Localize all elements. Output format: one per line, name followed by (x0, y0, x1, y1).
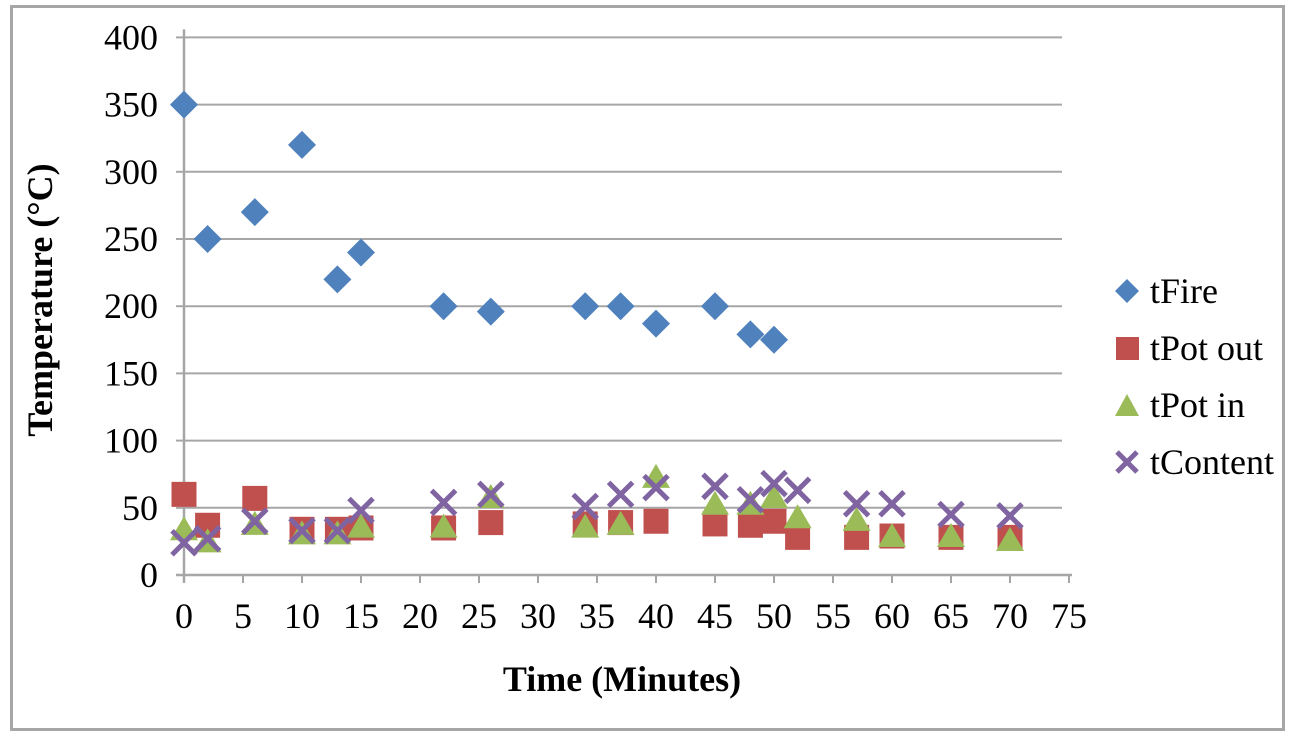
data-point-tpot-out (242, 485, 268, 511)
x-tick-label: 15 (343, 596, 379, 636)
data-point-tcontent (571, 492, 599, 521)
data-point-tcontent (477, 480, 505, 509)
data-point-tfire (288, 130, 316, 159)
data-point-tcontent (878, 490, 906, 518)
data-point-tpot-in (701, 490, 729, 515)
data-point-tpot-in (606, 510, 635, 535)
triangle-marker-icon (1115, 394, 1139, 416)
y-tick-label: 150 (104, 353, 158, 393)
legend-item-tfire: tFire (1112, 270, 1274, 312)
data-point-tpot-out (737, 512, 763, 538)
x-tick-label: 60 (874, 596, 910, 636)
data-point-tpot-in (878, 523, 906, 548)
data-point-tpot-out (785, 524, 811, 550)
data-point-tcontent (996, 502, 1024, 530)
data-point-tcontent (642, 473, 670, 502)
x-tick-label: 50 (756, 596, 792, 636)
x-tick-label: 45 (697, 596, 733, 636)
square-marker-icon (1116, 337, 1139, 360)
x-tick-label: 55 (815, 596, 851, 636)
data-point-tpot-in (347, 513, 375, 538)
data-point-tcontent (193, 524, 222, 553)
data-point-tfire (701, 292, 729, 321)
x-tick-label: 75 (1051, 596, 1087, 636)
legend-item-tcontent: tContent (1112, 441, 1274, 483)
legend-label-tfire: tFire (1150, 271, 1218, 311)
data-point-tcontent (429, 488, 458, 517)
x-tick-label: 10 (284, 596, 320, 636)
data-point-tpot-out (761, 508, 787, 534)
data-point-tpot-in (783, 504, 812, 529)
data-point-tpot-in (760, 484, 788, 509)
chart-frame (10, 5, 1285, 731)
data-point-tfire (170, 90, 198, 119)
data-point-tcontent (288, 516, 316, 545)
legend-label-tpot-in: tPot in (1150, 385, 1246, 425)
y-tick-label: 350 (104, 85, 158, 125)
data-point-tpot-out (171, 481, 197, 507)
data-point-tpot-in (429, 513, 458, 538)
data-point-tcontent (241, 507, 269, 536)
data-point-tfire (760, 325, 788, 354)
data-point-tfire (642, 309, 670, 338)
data-point-tfire (347, 238, 375, 267)
chart-legend: tFire tPot out tPot in tContent (1112, 270, 1274, 483)
x-tick-label: 0 (175, 596, 193, 636)
y-axis-title: Temperature (°C) (20, 163, 60, 437)
y-tick-label: 200 (104, 286, 158, 326)
x-tick-label: 40 (638, 596, 674, 636)
x-tick-label: 5 (234, 596, 252, 636)
legend-label-tpot-out: tPot out (1150, 328, 1264, 368)
data-point-tfire (323, 265, 352, 294)
data-point-tcontent (783, 476, 812, 505)
y-tick-label: 300 (104, 152, 158, 192)
data-point-tfire (736, 320, 765, 349)
data-point-tcontent (736, 485, 765, 514)
data-point-tfire (476, 297, 505, 326)
data-point-tpot-in (937, 523, 965, 548)
y-tick-label: 100 (104, 421, 158, 461)
x-tick-label: 20 (402, 596, 438, 636)
x-tick-label: 30 (520, 596, 556, 636)
x-tick-label: 25 (461, 596, 497, 636)
x-marker-icon (1115, 450, 1139, 474)
y-tick-label: 250 (104, 219, 158, 259)
data-point-tfire (240, 198, 269, 227)
data-point-tcontent (347, 496, 375, 525)
diamond-marker-icon (1115, 279, 1139, 303)
data-point-tcontent (701, 472, 729, 501)
x-tick-label: 70 (992, 596, 1028, 636)
data-point-tfire (193, 225, 222, 253)
y-tick-label: 400 (104, 17, 158, 57)
x-tick-label: 35 (579, 596, 615, 636)
y-tick-label: 50 (122, 488, 158, 528)
x-axis-title: Time (Minutes) (502, 659, 742, 699)
legend-item-tpot-in: tPot in (1112, 384, 1274, 426)
y-tick-label: 0 (140, 555, 158, 595)
x-tick-label: 65 (933, 596, 969, 636)
data-point-tpot-in (170, 516, 198, 541)
data-point-tfire (571, 292, 600, 321)
data-point-tpot-out (478, 510, 504, 536)
legend-label-tcontent: tContent (1150, 442, 1274, 482)
data-point-tpot-out (643, 508, 669, 534)
data-point-tpot-out (702, 511, 728, 537)
data-point-tcontent (170, 528, 198, 557)
data-point-tpot-in (996, 527, 1024, 552)
legend-item-tpot-out: tPot out (1112, 327, 1274, 369)
data-point-tcontent (760, 469, 788, 498)
data-point-tcontent (937, 500, 965, 529)
data-point-tcontent (842, 490, 871, 518)
data-point-tfire (429, 292, 458, 321)
data-point-tpot-in (842, 506, 871, 531)
data-point-tpot-in (571, 513, 600, 538)
data-point-tcontent (323, 516, 352, 545)
data-point-tcontent (606, 480, 635, 509)
data-point-tfire (606, 292, 635, 321)
